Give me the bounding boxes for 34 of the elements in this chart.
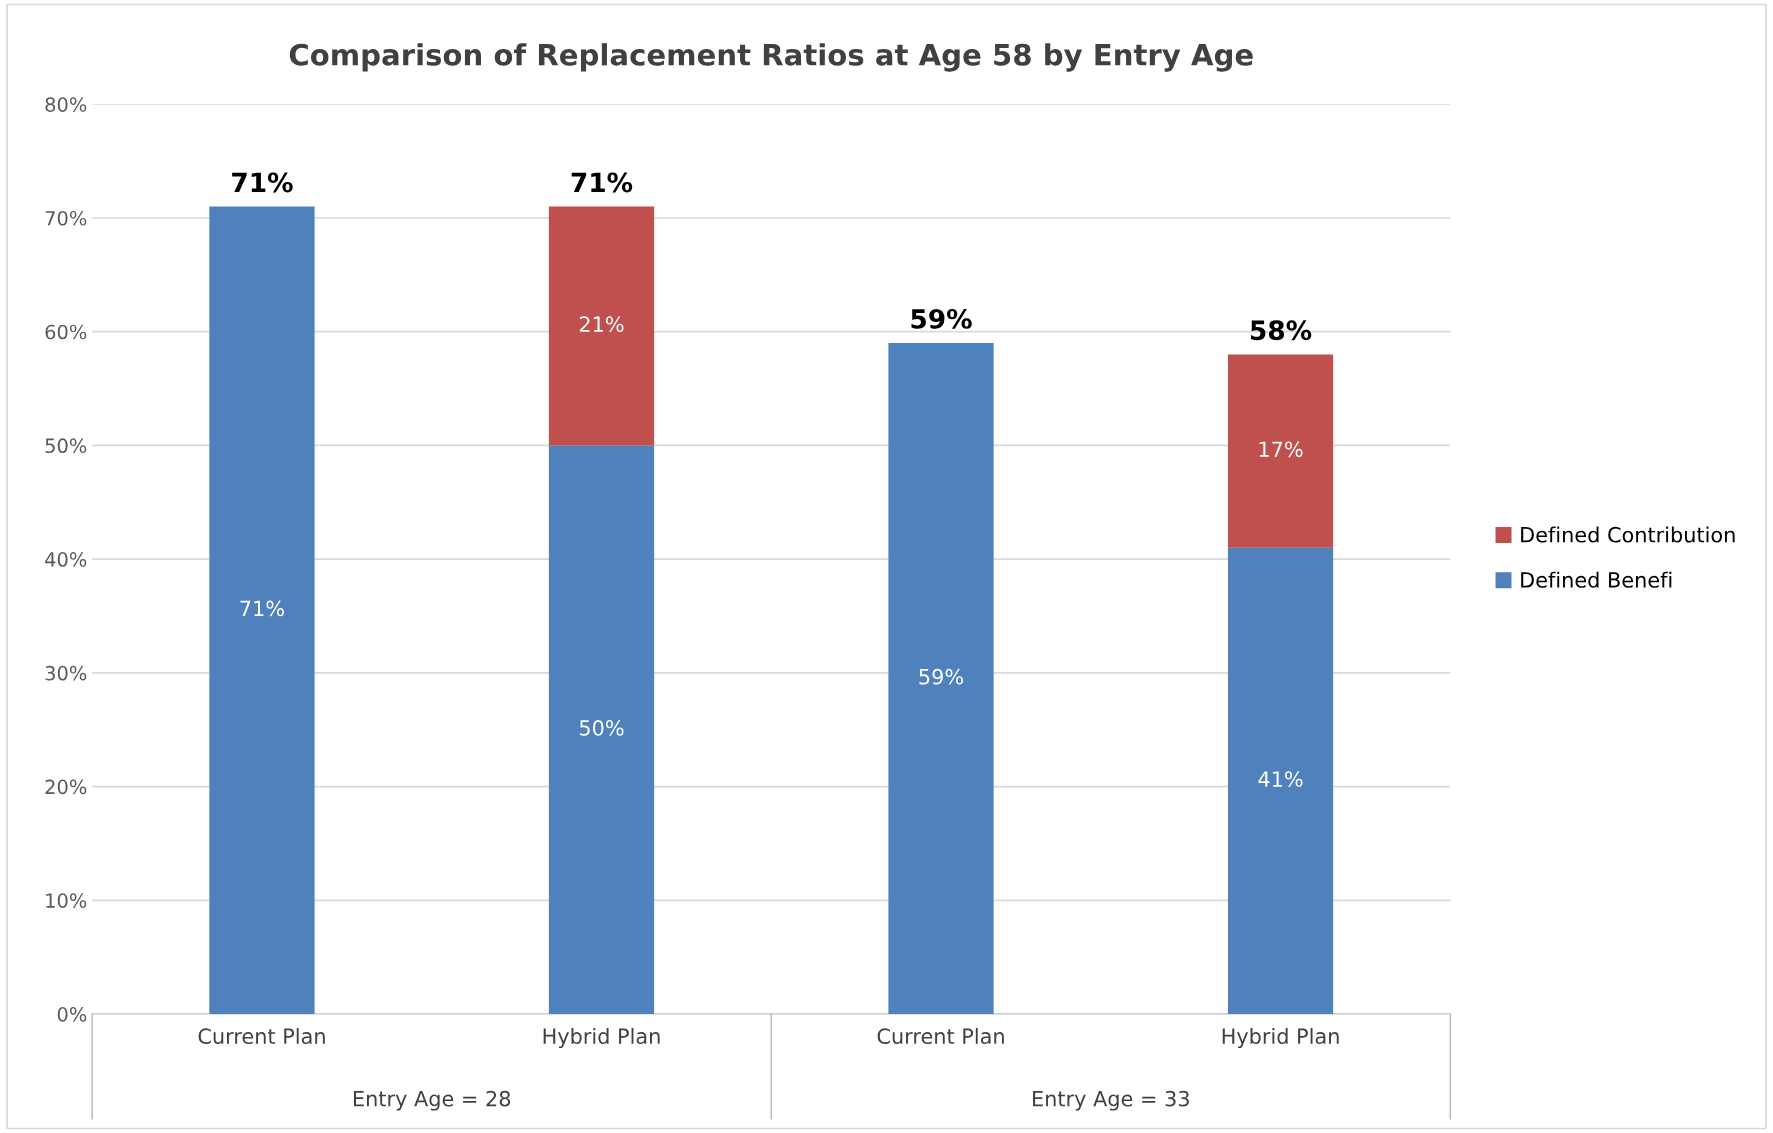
y-tick-label: 40%	[45, 552, 87, 567]
bar	[209, 206, 315, 1015]
bar	[1227, 354, 1334, 548]
total-label: 59%	[911, 308, 972, 329]
y-tick-label: 50%	[45, 438, 87, 454]
y-tick-label: 30%	[45, 665, 87, 681]
data-label: 17%	[1259, 441, 1303, 458]
text: Entry Age = 33	[1033, 1090, 1189, 1111]
y-tick-label: 0%	[57, 1006, 87, 1022]
data-label: 21%	[579, 316, 624, 333]
chart-title: Comparison of Replacement Ratios at Age 58 by Entry Age	[289, 43, 1253, 72]
legend-label: Defined Benefi	[1521, 571, 1672, 588]
bar	[548, 445, 655, 1015]
total-label: 71%	[571, 172, 633, 193]
x-tick-label: Current Plan	[198, 1027, 325, 1045]
y-tick-label: 70%	[45, 210, 87, 226]
data-label: 41%	[1258, 771, 1303, 787]
data-label: 71%	[240, 600, 284, 617]
y-tick-label: 60%	[45, 324, 87, 340]
x-tick-label: Current Plan	[877, 1027, 1004, 1045]
y-tick-label: 10%	[46, 893, 87, 908]
total-label: 71%	[232, 172, 293, 193]
total-label: 58%	[1251, 320, 1312, 341]
bar	[888, 343, 994, 1015]
y-tick-label: 80%	[45, 97, 87, 112]
x-tick-label: Hybrid Plan	[543, 1027, 660, 1049]
y-tick-label: 20%	[45, 779, 87, 795]
legend-label: Defined Contribution	[1521, 526, 1735, 543]
bar	[1227, 547, 1334, 1015]
data-label: 50%	[579, 720, 624, 736]
bar	[548, 206, 655, 446]
text: Entry Age = 28	[353, 1090, 511, 1111]
data-label: 59%	[919, 668, 964, 685]
x-tick-label: Hybrid Plan	[1222, 1027, 1339, 1049]
